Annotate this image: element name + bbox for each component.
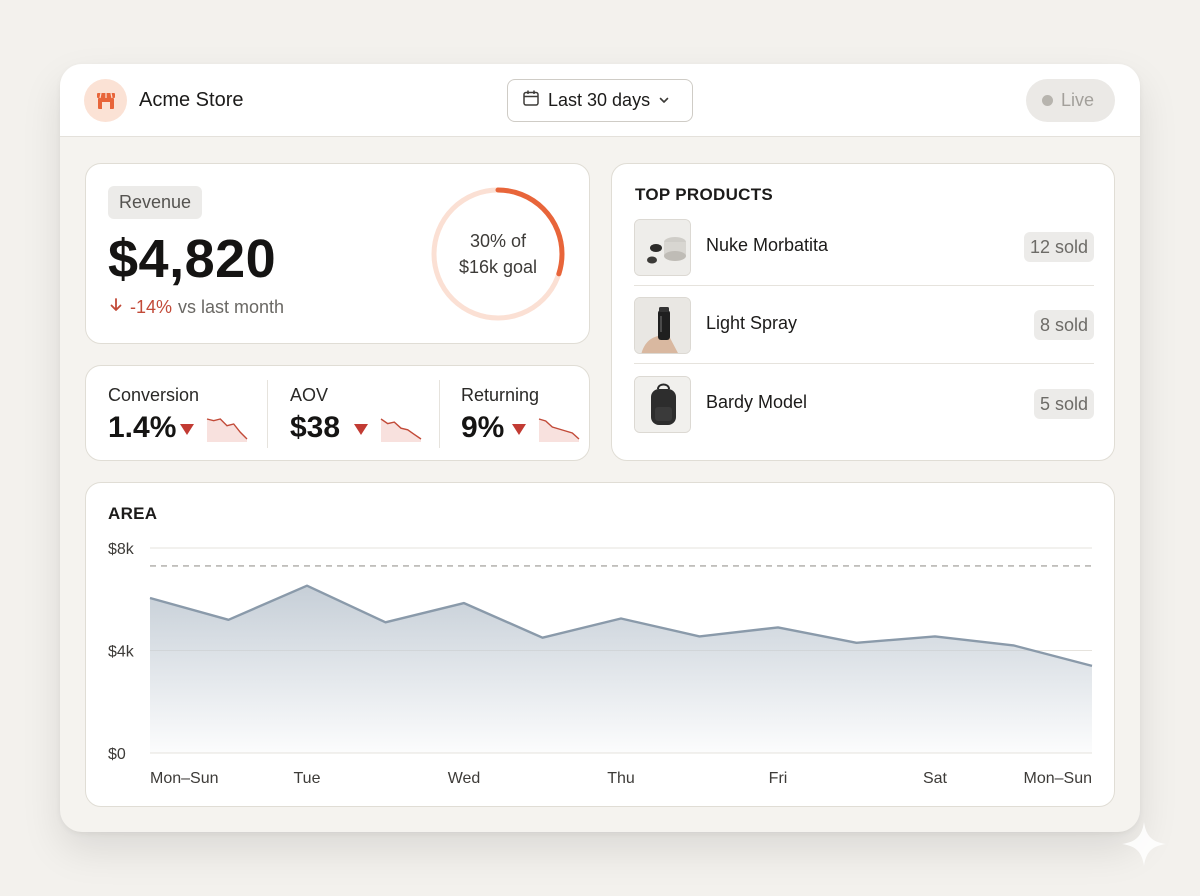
top-products-title: TOP PRODUCTS [635,185,774,204]
product-image [634,376,691,433]
sparkline-fill [539,419,579,442]
area-chart: $8k $4k $0 Mon–Sun Tue Wed Thu Fri Sat Mon–Sun [108,541,1093,787]
x-tick-label: Thu [607,770,635,787]
metric-label: Conversion [108,385,200,405]
metric-returning: Returning 9% [461,366,591,462]
revenue-change-text: vs last month [178,297,285,317]
product-row[interactable]: Light Spray 8 sold [634,295,1094,355]
divider [267,380,268,448]
x-tick-label: Mon–Sun [150,770,219,787]
divider [634,285,1094,286]
sparkline-fill [207,419,247,442]
product-image [634,219,691,276]
sparkline [538,418,580,442]
area-chart-card: AREA $8k $4k $0 Mon–Sun Tue Wed Thu Fri Sat Mon–S… [85,482,1115,807]
y-tick-label: $8k [108,541,135,558]
top-products-card: TOP PRODUCTS Nuke Morbatita 12 sold [611,163,1115,461]
trend-down-icon [180,424,194,435]
y-tick-label: $4k [108,644,135,661]
divider [439,380,440,448]
x-tick-label: Wed [448,770,481,787]
sparkline-line [538,418,580,440]
goal-progress-ring [431,187,565,321]
metric-value: $38 [290,411,341,444]
chart-title: AREA [108,504,158,523]
sparkline [380,418,422,442]
header-bar: Acme Store Last 30 days Live [60,64,1140,137]
product-row[interactable]: Nuke Morbatita 12 sold [634,217,1094,277]
revenue-change-percent: -14% [130,297,173,317]
metric-value: 9% [461,411,505,444]
date-range-dropdown[interactable]: Last 30 days [507,79,693,122]
store-name: Acme Store [139,89,244,111]
live-toggle[interactable]: Live [1026,79,1115,122]
sparkle-icon [1122,822,1166,866]
series-line [149,584,1093,668]
product-image [634,297,691,354]
sparkline-fill [381,419,421,442]
product-name: Light Spray [706,313,798,333]
chevron-down-icon [658,90,670,111]
goal-line-2: $16k goal [458,257,538,277]
divider [634,363,1094,364]
y-tick-label: $0 [108,746,126,763]
revenue-value: $4,820 [108,229,277,289]
product-sold-badge: 5 sold [1033,389,1094,419]
goal-text: 30% of $16k goal [427,183,569,325]
x-tick-label: Sat [923,770,948,787]
goal-line-1: 30% of [469,231,527,251]
revenue-label: Revenue [108,186,203,219]
area-fill [150,585,1092,753]
metric-conversion: Conversion 1.4% [108,366,268,462]
store-icon [84,79,127,122]
sparkline-line [380,418,422,440]
sparkline [206,418,248,442]
metric-value: 1.4% [108,411,177,444]
product-name: Bardy Model [706,392,808,412]
live-label: Live [1061,90,1095,110]
arrow-down-icon [108,297,124,318]
trend-down-icon [354,424,368,435]
product-name: Nuke Morbatita [706,235,829,255]
product-sold-badge: 8 sold [1033,310,1094,340]
dashboard-window: Acme Store Last 30 days Live Revenue $4,… [60,64,1140,832]
date-range-label: Last 30 days [548,90,651,110]
live-status-dot [1042,95,1053,106]
revenue-change: -14% vs last month [108,297,284,318]
metric-label: Returning [461,385,540,405]
x-tick-label: Tue [294,770,321,787]
metric-label: AOV [290,385,329,405]
metrics-card: Conversion 1.4% AOV $38 Returning 9% [85,365,590,461]
trend-down-icon [512,424,526,435]
metric-aov: AOV $38 [290,366,440,462]
revenue-card: Revenue $4,820 -14% vs last month 30% of… [85,163,590,344]
x-tick-label: Fri [769,770,788,787]
sparkline-line [206,418,248,440]
x-tick-label: Mon–Sun [1024,770,1093,787]
product-sold-badge: 12 sold [1023,232,1094,262]
calendar-icon [522,89,540,112]
product-row[interactable]: Bardy Model 5 sold [634,374,1094,434]
